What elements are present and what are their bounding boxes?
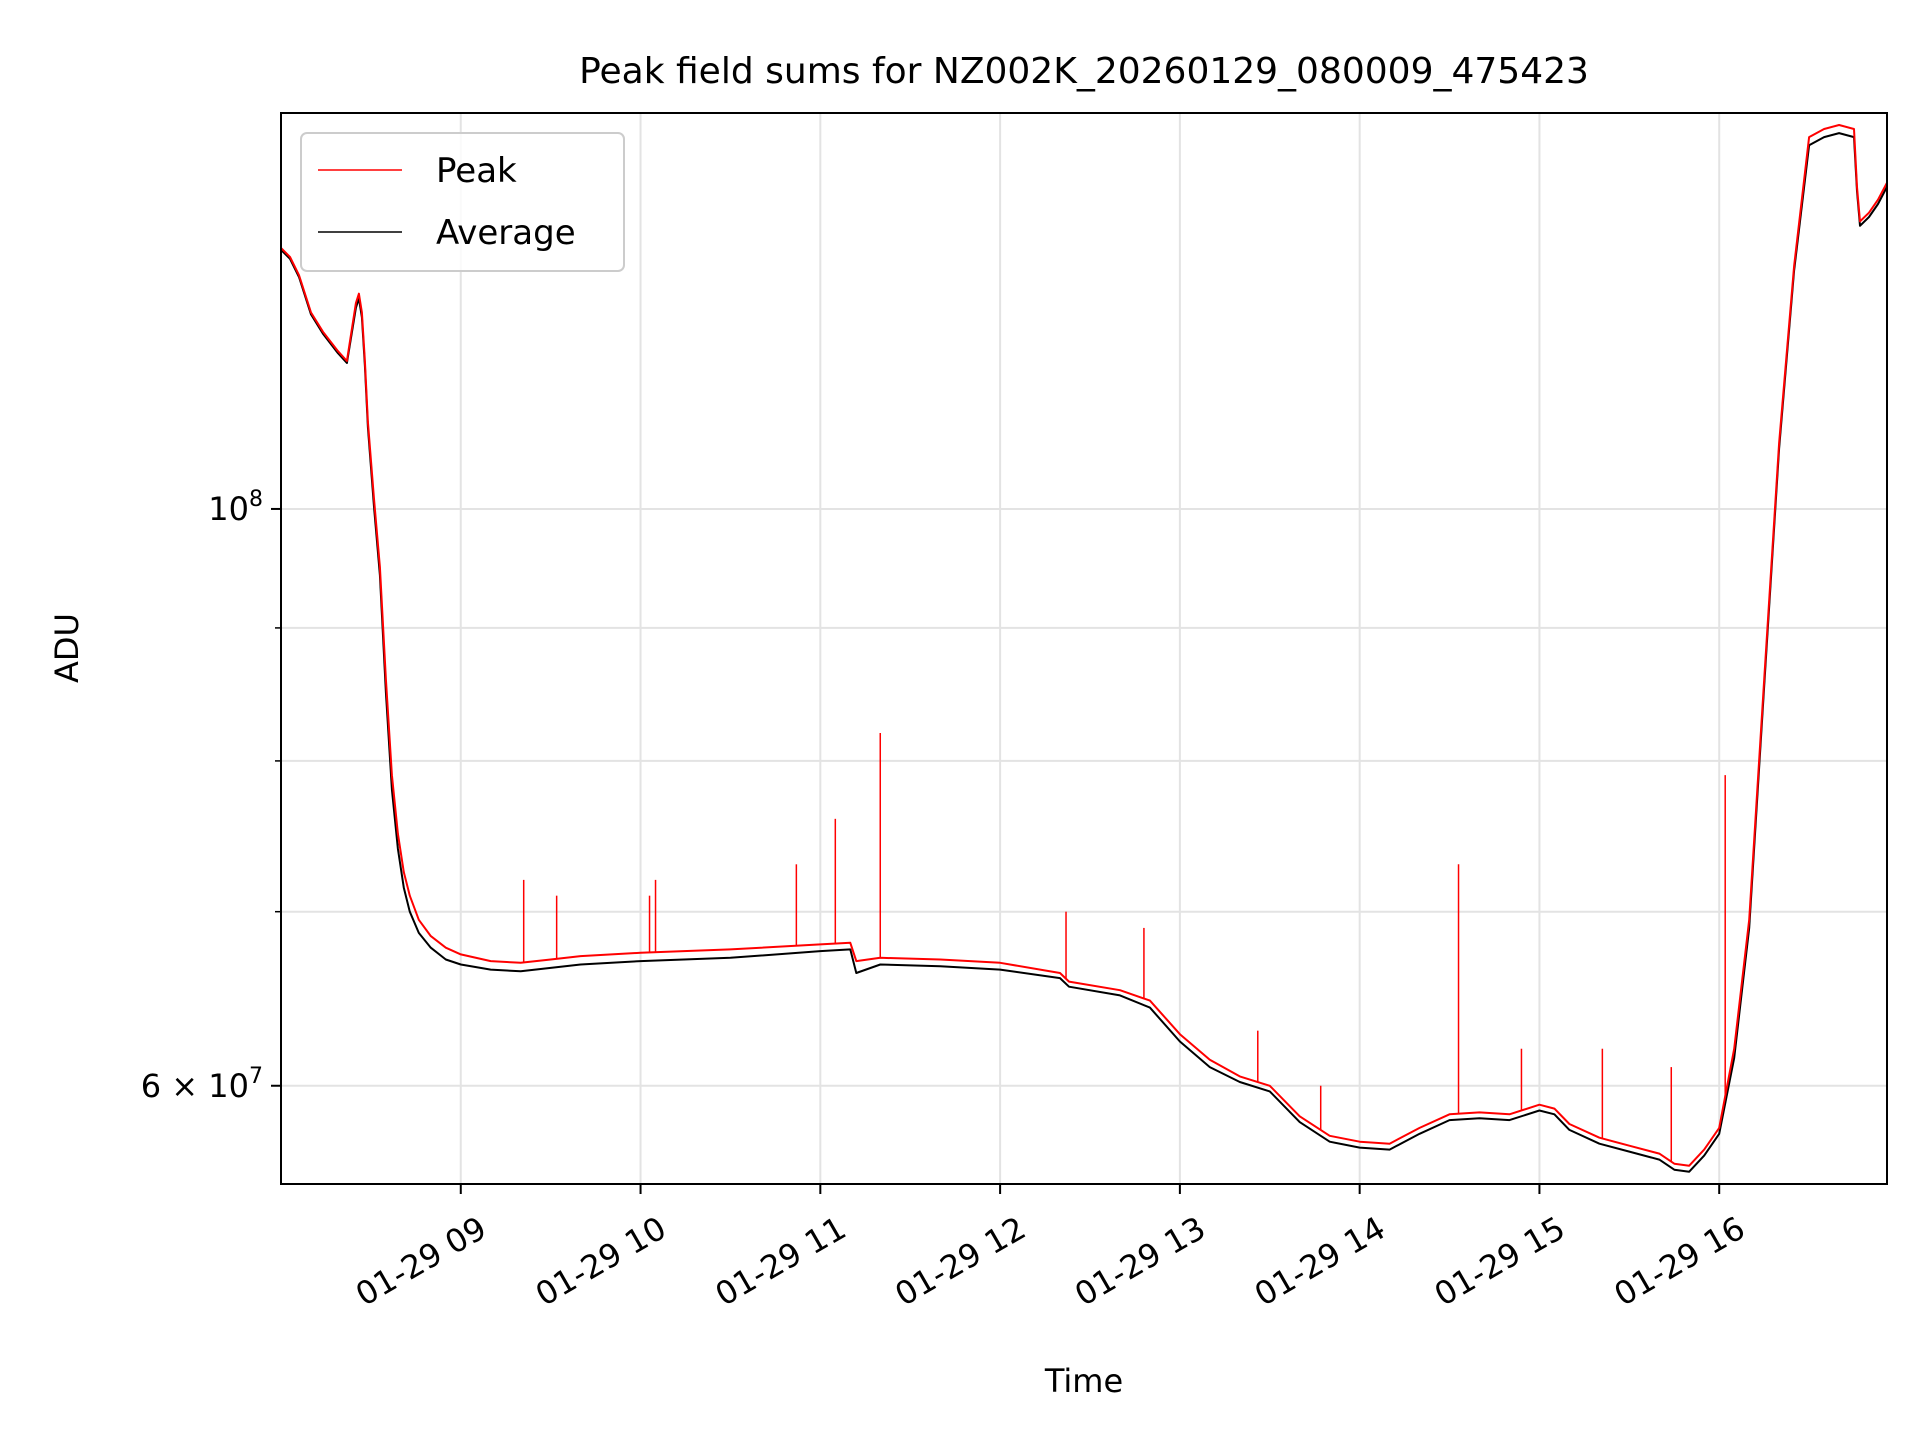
- y-tick-label: 6 × 107: [141, 1064, 263, 1105]
- series-layer: [281, 124, 1887, 1173]
- grid-layer: [281, 113, 1887, 1184]
- series-line-peak: [281, 124, 1887, 1167]
- y-tick-label: 108: [208, 487, 263, 528]
- x-axis-label: Time: [1044, 1362, 1123, 1400]
- y-axis-label: ADU: [48, 613, 86, 683]
- legend: Peak Average: [300, 132, 625, 272]
- plot-frame: [280, 112, 1888, 1185]
- legend-peak-label: Peak: [436, 151, 517, 191]
- legend-average-label: Average: [436, 213, 576, 253]
- chart-title: Peak field sums for NZ002K_20260129_0800…: [579, 51, 1589, 92]
- legend-box: [300, 132, 625, 272]
